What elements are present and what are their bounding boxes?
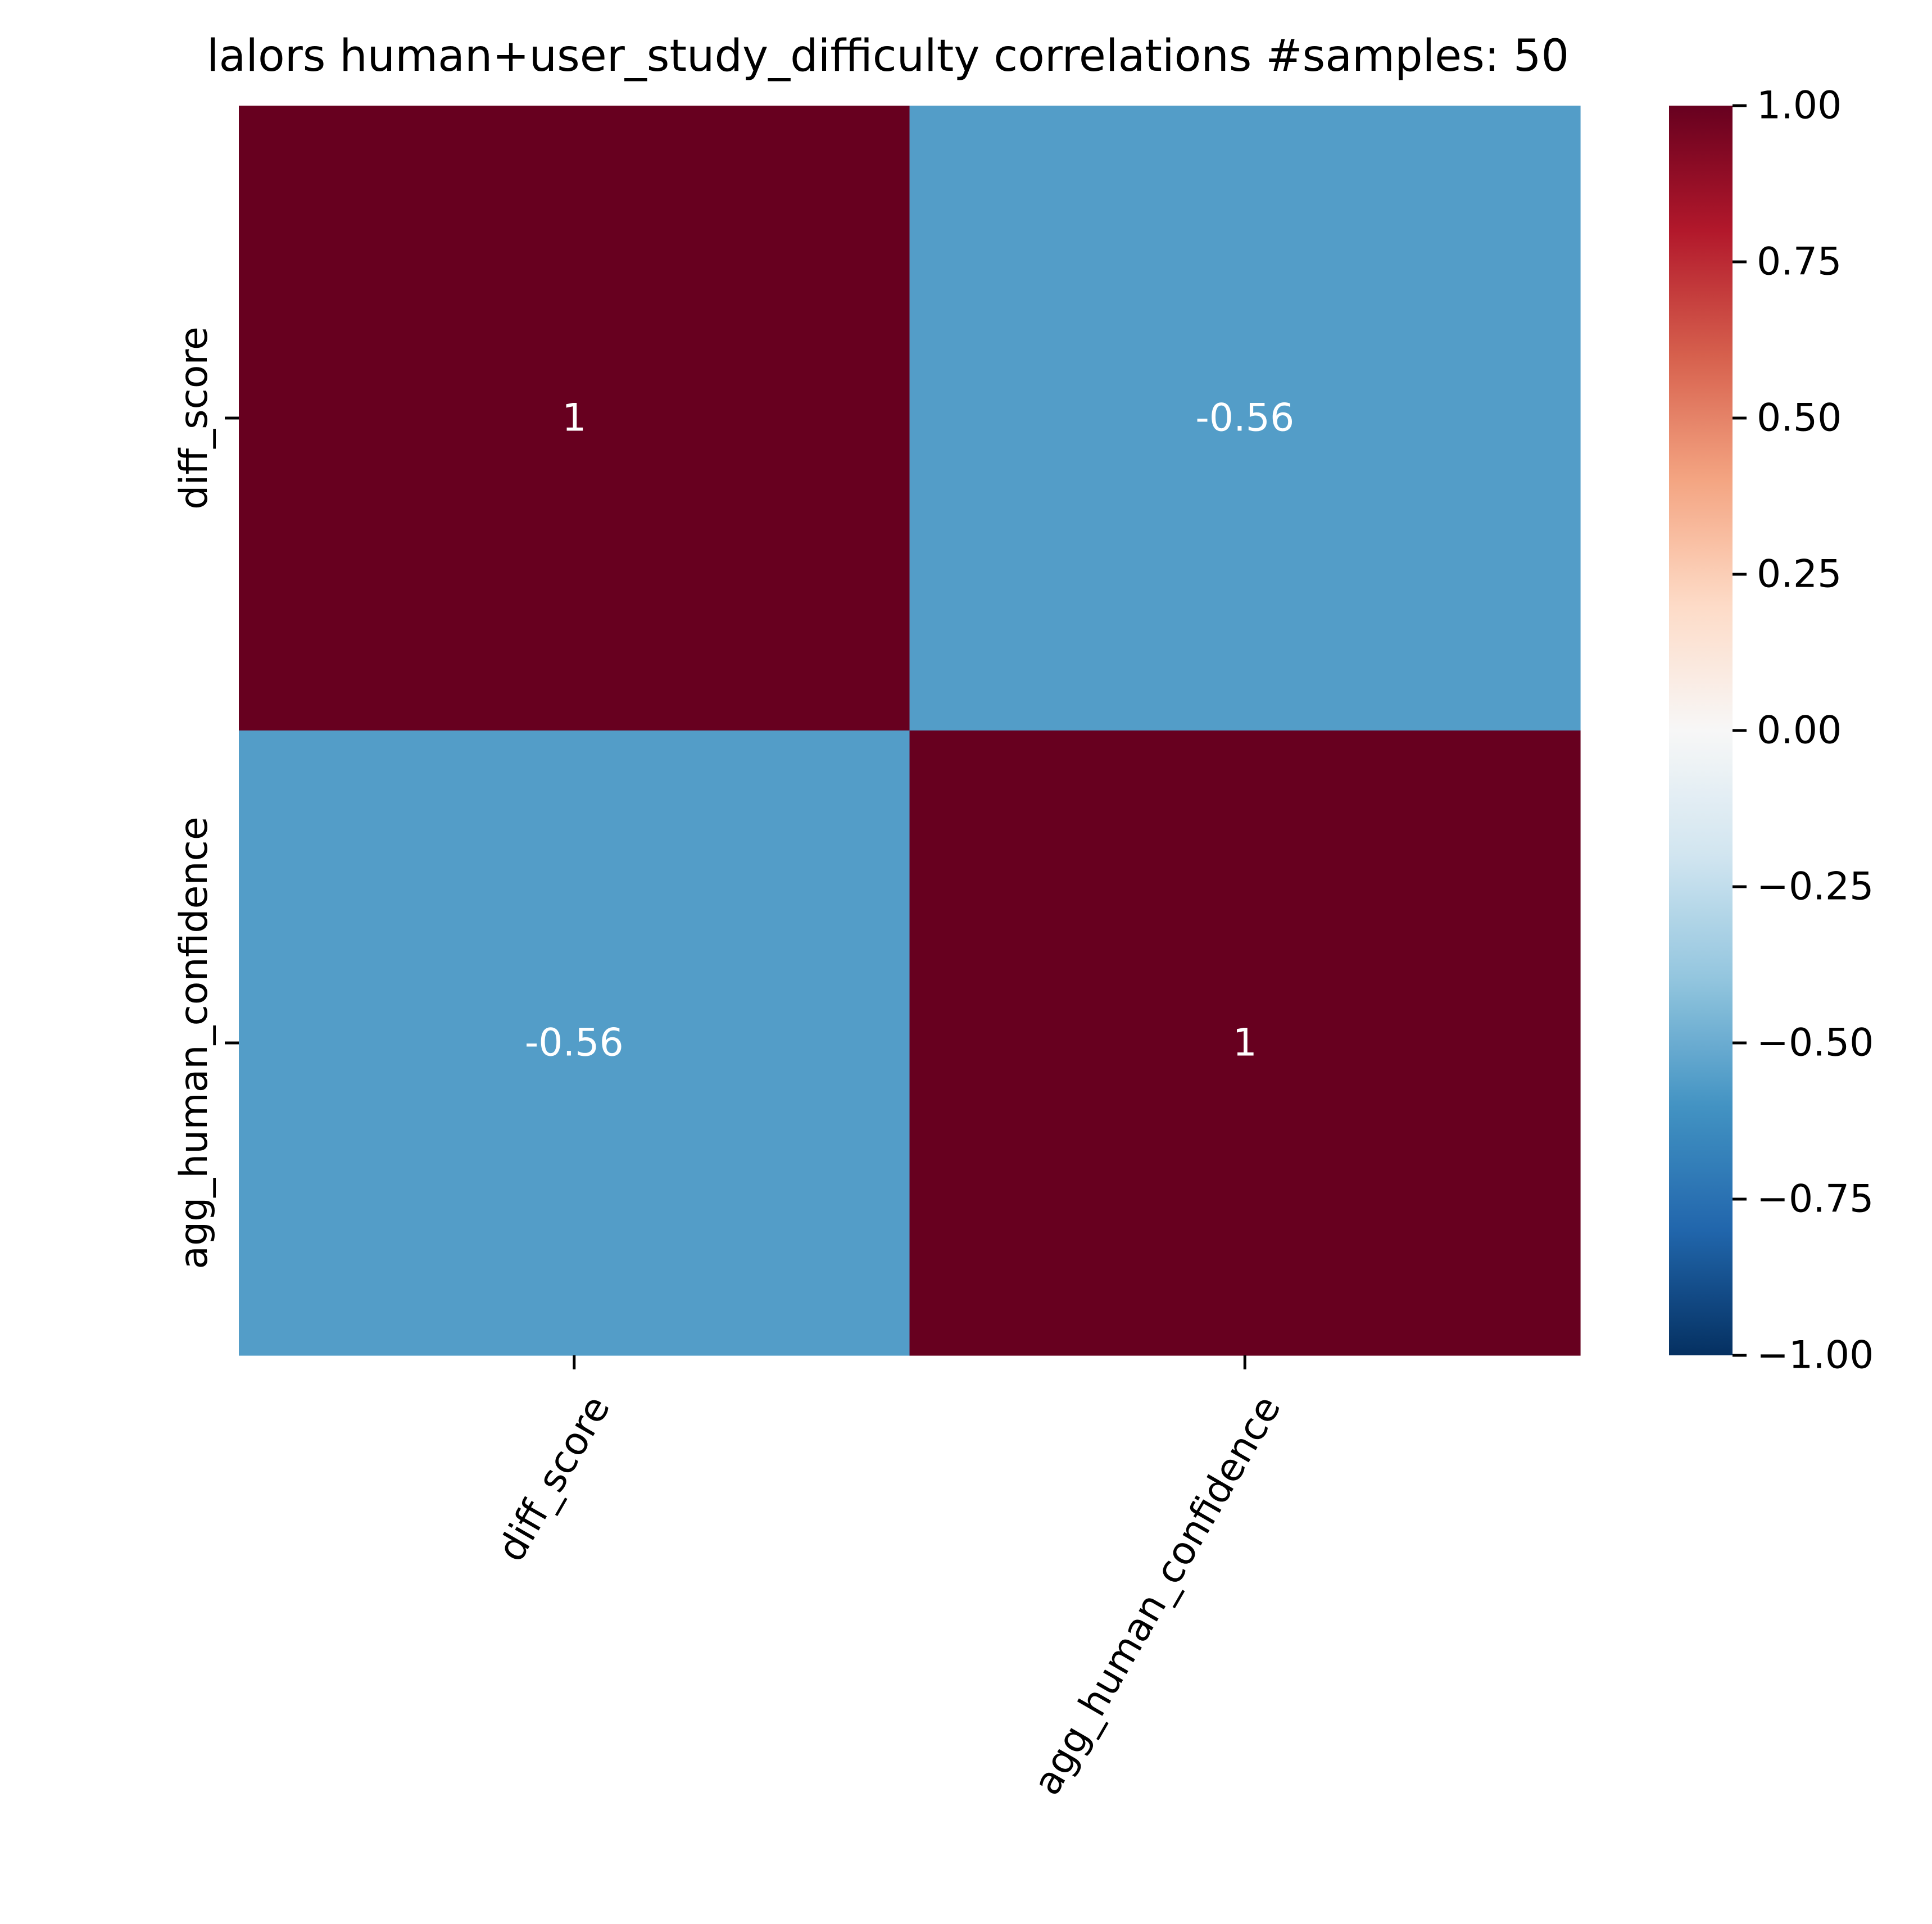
colorbar-gradient bbox=[1669, 106, 1733, 1355]
colorbar-tick-label-6: −0.50 bbox=[1757, 1021, 1874, 1065]
x-tick-label-0: diff_score bbox=[489, 1388, 619, 1569]
y-tick-label-0: diff_score bbox=[172, 326, 216, 510]
heatmap-cell-r0-c0 bbox=[239, 106, 910, 731]
colorbar-tick-label-4: 0.00 bbox=[1757, 709, 1842, 753]
colorbar-tick-label-1: 0.75 bbox=[1757, 240, 1842, 284]
cell-annotation-r1-c0: -0.56 bbox=[525, 1021, 624, 1065]
cell-annotation-r0-c0: 1 bbox=[562, 396, 586, 441]
colorbar: 1.00 0.75 0.50 0.25 0.00 −0.25 −0.50 −0.75 −1.00 bbox=[1669, 84, 1874, 1378]
y-tick-label-1: agg_human_confidence bbox=[172, 816, 216, 1269]
cell-annotation-r0-c1: -0.56 bbox=[1195, 396, 1294, 441]
cell-annotation-r1-c1: 1 bbox=[1233, 1021, 1257, 1065]
y-axis: diff_score agg_human_confidence bbox=[172, 326, 239, 1269]
x-axis: diff_score agg_human_confidence bbox=[489, 1355, 1290, 1803]
colorbar-tick-label-3: 0.25 bbox=[1757, 552, 1842, 597]
heatmap-cell-r0-c1 bbox=[909, 106, 1581, 731]
colorbar-tick-label-2: 0.50 bbox=[1757, 396, 1842, 441]
cell-annotations: 1 -0.56 -0.56 1 bbox=[525, 396, 1294, 1065]
x-tick-label-1: agg_human_confidence bbox=[1025, 1388, 1290, 1803]
colorbar-tick-label-0: 1.00 bbox=[1757, 84, 1842, 128]
colorbar-tick-label-7: −0.75 bbox=[1757, 1177, 1874, 1222]
colorbar-tick-label-5: −0.25 bbox=[1757, 865, 1874, 909]
heatmap-cells bbox=[239, 106, 1581, 1356]
heatmap-cell-r1-c0 bbox=[239, 730, 910, 1356]
chart-title: lalors human+user_study_difficulty corre… bbox=[207, 31, 1569, 81]
colorbar-tick-label-8: −1.00 bbox=[1757, 1333, 1874, 1378]
heatmap-cell-r1-c1 bbox=[909, 730, 1581, 1356]
